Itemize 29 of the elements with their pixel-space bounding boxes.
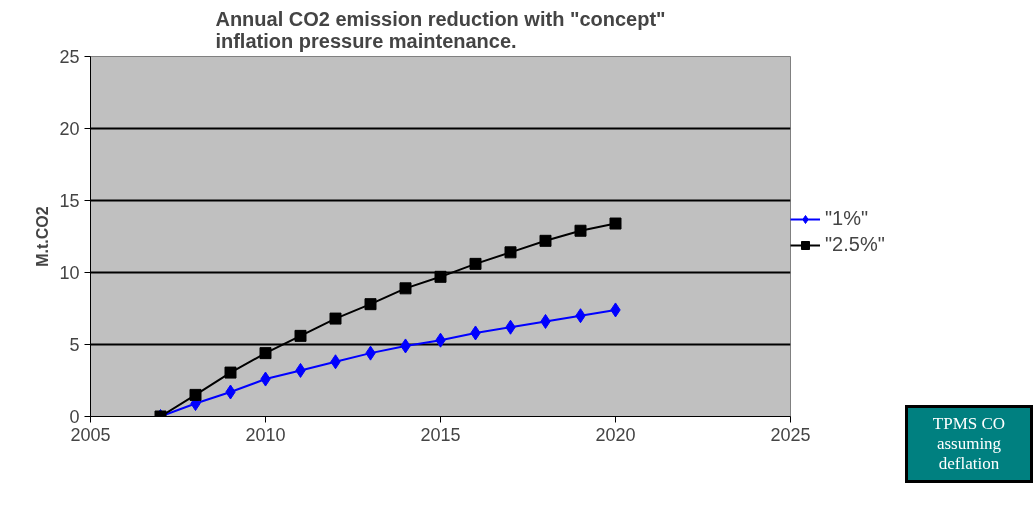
x-tick-label: 2010 [245,424,286,445]
y-tick-label: 25 [59,47,80,67]
point [434,270,447,283]
point [224,366,237,379]
point [364,298,377,311]
legend-label: "1%" [825,207,869,230]
text: TPMS CO assuming deflation [905,405,1033,483]
x-tick-label: 2025 [770,424,811,445]
point [469,257,482,270]
x-tick-label: 2005 [70,424,111,445]
y-tick-label: 20 [59,119,80,139]
point [259,347,272,360]
point [609,217,622,230]
x-tick-label: 2015 [420,424,461,445]
point [294,329,307,342]
point [574,224,587,237]
y-tick-label: 5 [69,335,80,355]
y-tick-label: 0 [69,407,80,427]
point [504,246,517,259]
legend-label: "2.5%" [825,233,885,256]
point [399,282,412,295]
point [329,312,342,325]
x-tick-label: 2020 [595,424,636,445]
point [539,234,552,247]
chart-title: Annual CO2 emission reduction with "concept" inflation pressure maintenance. [215,7,666,52]
point [189,388,202,401]
y-tick-label: 10 [59,263,80,283]
y-axis-title: M.t.CO2 [34,206,52,267]
y-tick-label: 15 [59,191,80,211]
